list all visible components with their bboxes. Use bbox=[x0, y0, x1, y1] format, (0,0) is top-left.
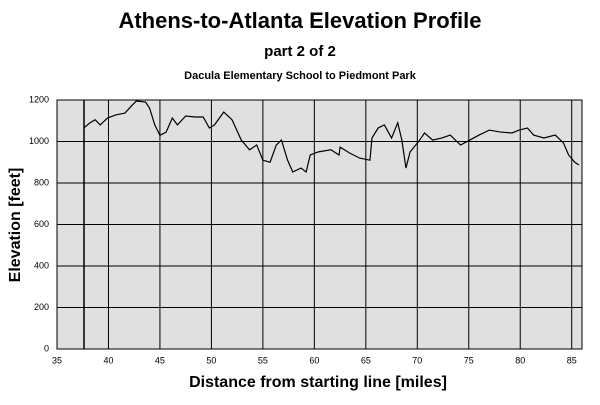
x-tick-label: 85 bbox=[567, 355, 577, 365]
x-tick-label: 45 bbox=[155, 355, 165, 365]
chart-caption: Dacula Elementary School to Piedmont Par… bbox=[184, 70, 417, 82]
y-tick-label: 800 bbox=[34, 177, 49, 187]
y-tick-label: 200 bbox=[34, 302, 49, 312]
y-axis-label: Elevation [feet] bbox=[7, 168, 24, 283]
y-tick-label: 600 bbox=[34, 219, 49, 229]
chart-title: Athens-to-Atlanta Elevation Profile bbox=[118, 8, 481, 33]
chart-subtitle: part 2 of 2 bbox=[264, 43, 336, 60]
x-tick-label: 40 bbox=[103, 355, 113, 365]
y-tick-label: 1000 bbox=[29, 136, 49, 146]
x-tick-label: 75 bbox=[464, 355, 474, 365]
x-tick-label: 60 bbox=[309, 355, 319, 365]
x-tick-label: 35 bbox=[52, 355, 62, 365]
x-tick-label: 65 bbox=[361, 355, 371, 365]
x-tick-label: 50 bbox=[206, 355, 216, 365]
y-tick-label: 400 bbox=[34, 260, 49, 270]
elevation-line bbox=[83, 100, 580, 174]
y-tick-label: 0 bbox=[44, 343, 49, 353]
x-axis-label: Distance from starting line [miles] bbox=[189, 374, 447, 391]
x-tick-label: 55 bbox=[258, 355, 268, 365]
y-tick-label: 1200 bbox=[29, 94, 49, 104]
x-tick-label: 80 bbox=[515, 355, 525, 365]
x-tick-label: 70 bbox=[412, 355, 422, 365]
